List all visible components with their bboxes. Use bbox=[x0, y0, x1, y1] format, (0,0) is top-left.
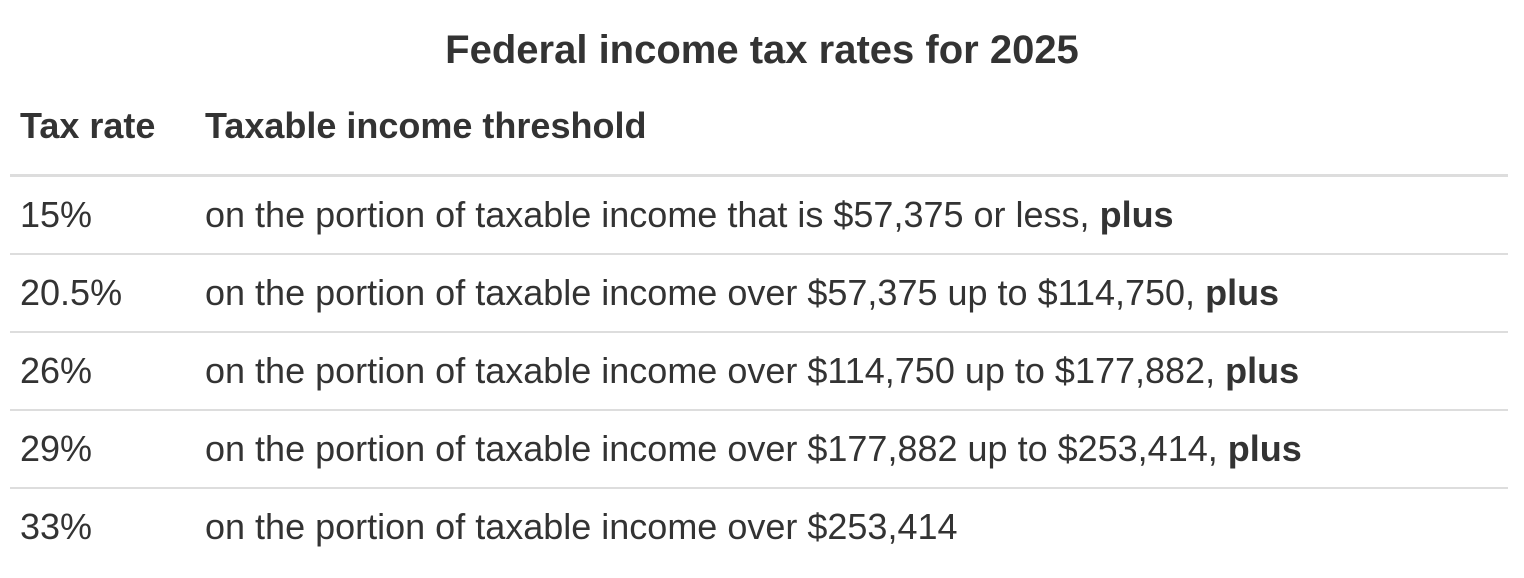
rate-cell: 20.5% bbox=[10, 254, 195, 333]
header-cell: Taxable income threshold bbox=[195, 78, 1508, 177]
threshold-emphasis: plus bbox=[1225, 350, 1300, 391]
rate-cell: 29% bbox=[10, 410, 195, 489]
threshold-cell: on the portion of taxable income over $1… bbox=[195, 410, 1508, 489]
threshold-text: on the portion of taxable income over $1… bbox=[205, 428, 1218, 469]
header-row: Tax rate Taxable income threshold bbox=[10, 78, 1508, 177]
rate-cell: 33% bbox=[20, 506, 93, 547]
threshold-emphasis: plus bbox=[1205, 272, 1280, 313]
threshold-emphasis: plus bbox=[1227, 428, 1302, 469]
rate-cell: 15% bbox=[10, 175, 195, 255]
threshold-text: on the portion of taxable income that is… bbox=[205, 194, 1090, 235]
table-row: 26% on the portion of taxable income over… bbox=[10, 332, 1508, 411]
table-row: 20.5% on the portion of taxable income ov… bbox=[10, 254, 1508, 333]
threshold-text: on the portion of taxable income over $1… bbox=[205, 350, 1216, 391]
table-row: 33% on the portion of taxable income over… bbox=[10, 488, 1508, 565]
tax-table: Tax rate Taxable income threshold 15% on … bbox=[10, 78, 1508, 565]
header-cell: Tax rate bbox=[10, 78, 195, 177]
rate-cell: 26% bbox=[10, 332, 195, 411]
threshold-cell: on the portion of taxable income over $5… bbox=[195, 254, 1508, 333]
table-title: Federal income tax rates for 2025 bbox=[445, 28, 1079, 72]
table-row: 29% on the portion of taxable income over… bbox=[10, 410, 1508, 489]
threshold-emphasis: plus bbox=[1099, 194, 1174, 235]
threshold-text: on the portion of taxable income over $2… bbox=[205, 506, 958, 547]
threshold-text: on the portion of taxable income over $5… bbox=[205, 272, 1196, 313]
threshold-cell: on the portion of taxable income that is… bbox=[195, 175, 1508, 255]
threshold-cell: on the portion of taxable income over $2… bbox=[195, 488, 1508, 565]
table-head: Tax rate Taxable income threshold bbox=[10, 78, 1508, 177]
table-body: 15% on the portion of taxable income that… bbox=[10, 175, 1508, 566]
threshold-cell: on the portion of taxable income over $1… bbox=[195, 332, 1508, 411]
table-row: 15% on the portion of taxable income that… bbox=[10, 175, 1508, 255]
